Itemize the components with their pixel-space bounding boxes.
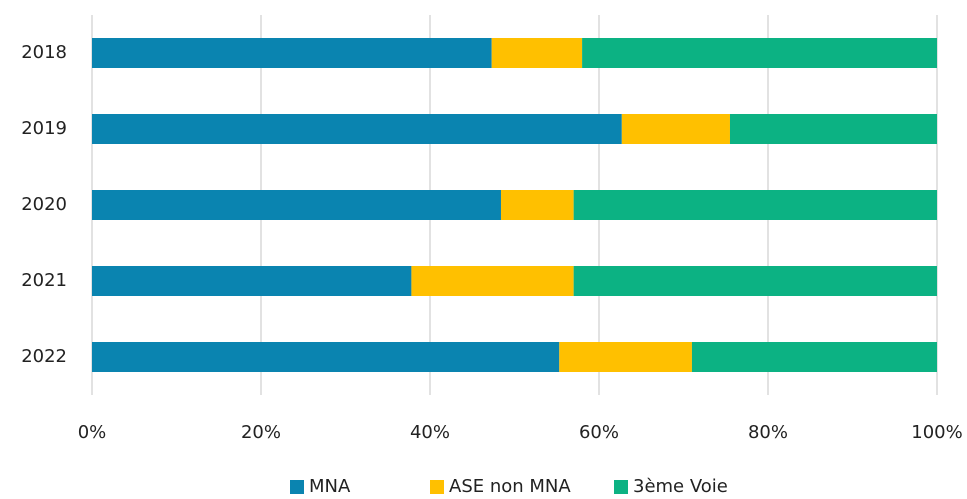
bar-segment [491,38,583,68]
x-tick-label: 60% [579,422,619,443]
bar-segment [691,342,937,372]
bar-segment [573,190,937,220]
legend-label: MNA [309,476,351,495]
bar-segment [621,114,730,144]
legend-label: 3ème Voie [633,476,728,495]
bar-segment [573,266,937,296]
x-tick-label: 100% [911,422,962,443]
y-tick-label: 2018 [21,42,67,63]
bar-segment [729,114,937,144]
bar-segment [92,342,560,372]
bar-segment [582,38,937,68]
legend-swatch [290,480,304,494]
x-tick-label: 20% [241,422,281,443]
y-tick-label: 2022 [21,346,67,367]
legend-label: ASE non MNA [449,476,571,495]
x-tick-label: 80% [748,422,788,443]
x-tick-label: 0% [78,422,107,443]
bar-segment [559,342,692,372]
y-tick-label: 2019 [21,118,67,139]
bar-segment [92,114,622,144]
y-tick-label: 2021 [21,270,67,291]
bar-segment [92,266,412,296]
bar-segment [92,190,501,220]
legend-swatch [614,480,628,494]
x-tick-label: 40% [410,422,450,443]
bar-segment [411,266,574,296]
bar-segment [92,38,492,68]
legend-swatch [430,480,444,494]
bar-segment [500,190,574,220]
y-tick-label: 2020 [21,194,67,215]
